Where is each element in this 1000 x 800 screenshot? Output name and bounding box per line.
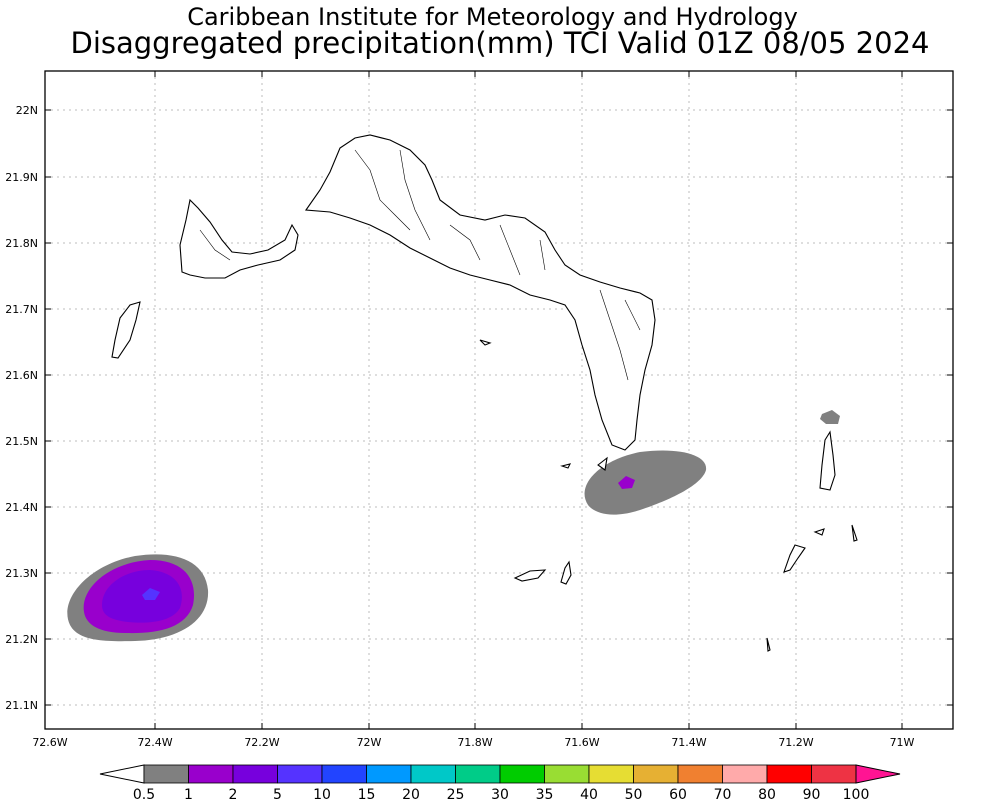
tick-marks [45,71,953,729]
precip-cell-east [584,450,707,515]
colorbar-label: 10 [313,787,331,800]
colorbar-box [633,764,679,784]
lat-label: 21.8N [5,237,38,250]
colorbar-label: 35 [536,787,554,800]
colorbar-label: 0.5 [133,787,155,800]
island-east-caicos [819,430,836,491]
colorbar-box [455,764,501,784]
colorbar-box [811,764,857,784]
precip-cell-small [820,410,840,424]
colorbar-box [588,764,634,784]
colorbar-boxes [143,764,857,784]
island-small-6 [766,637,771,652]
colorbar-label: 60 [669,787,687,800]
lat-label: 21.2N [5,633,38,646]
colorbar-label: 50 [625,787,643,800]
map-frame [44,70,954,730]
title-line-2: Disaggregated precipitation(mm) TCI Vali… [70,26,930,60]
colorbar-box [277,764,323,784]
latitude-labels: 22N 21.9N 21.8N 21.7N 21.6N 21.5N 21.4N … [5,104,38,712]
island-west-caicos [111,301,141,359]
lat-label: 21.7N [5,303,38,316]
island-small-5 [851,524,858,542]
island-small-7 [479,339,492,346]
precip-cell-west [67,554,209,642]
island-grand-turk [783,544,806,573]
colorbar-label: 15 [358,787,376,800]
lat-label: 22N [16,104,38,117]
colorbar-label: 80 [758,787,776,800]
lat-label: 21.6N [5,369,38,382]
island-small-4 [813,528,825,536]
lat-label: 21.4N [5,501,38,514]
longitude-labels: 72.6W 72.4W 72.2W 72W 71.8W 71.6W 71.4W … [32,736,914,749]
lon-label: 71.4W [671,736,706,749]
island-small-3 [560,463,572,469]
colorbar-label: 100 [843,787,870,800]
colorbar-label: 25 [447,787,465,800]
colorbar-high-arrow [855,764,901,784]
colorbar-label: 5 [273,787,282,800]
lon-label: 72.2W [244,736,279,749]
island-small-2 [597,456,608,471]
island-north-middle-caicos [305,134,656,451]
lat-label: 21.3N [5,567,38,580]
colorbar-label: 30 [491,787,509,800]
lon-label: 71.2W [778,736,813,749]
island-small-1 [560,560,572,585]
colorbar-low-arrow [99,764,145,784]
colorbar-label: 2 [229,787,238,800]
colorbar-label: 90 [803,787,821,800]
lon-label: 71.6W [564,736,599,749]
island-providenciales [179,198,299,279]
lon-label: 71.8W [457,736,492,749]
colorbar-box [766,764,812,784]
lon-label: 72.6W [32,736,67,749]
colorbar-labels: 0.5 1 2 5 10 15 20 25 30 35 40 50 60 70 80 90 100 [133,787,870,800]
lat-label: 21.1N [5,699,38,712]
colorbar-label: 20 [402,787,420,800]
colorbar-label: 1 [184,787,193,800]
colorbar-box [544,764,590,784]
colorbar-box [232,764,278,784]
title-line-1: Caribbean Institute for Meteorology and … [187,3,798,31]
colorbar-box [410,764,456,784]
colorbar-label: 70 [714,787,732,800]
colorbar-box [143,764,189,784]
colorbar-box [677,764,723,784]
colorbar: 0.5 1 2 5 10 15 20 25 30 35 40 50 60 70 80 90 100 [99,764,901,800]
colorbar-box [722,764,768,784]
lon-label: 72W [357,736,382,749]
lat-label: 21.5N [5,435,38,448]
colorbar-box [499,764,545,784]
lat-label: 21.9N [5,171,38,184]
colorbar-label: 40 [580,787,598,800]
colorbar-box [366,764,412,784]
lon-label: 71W [890,736,915,749]
lon-label: 72.4W [137,736,172,749]
island-south-caicos [513,569,547,582]
colorbar-box [188,764,234,784]
interior-boundaries [199,149,641,381]
colorbar-box [321,764,367,784]
